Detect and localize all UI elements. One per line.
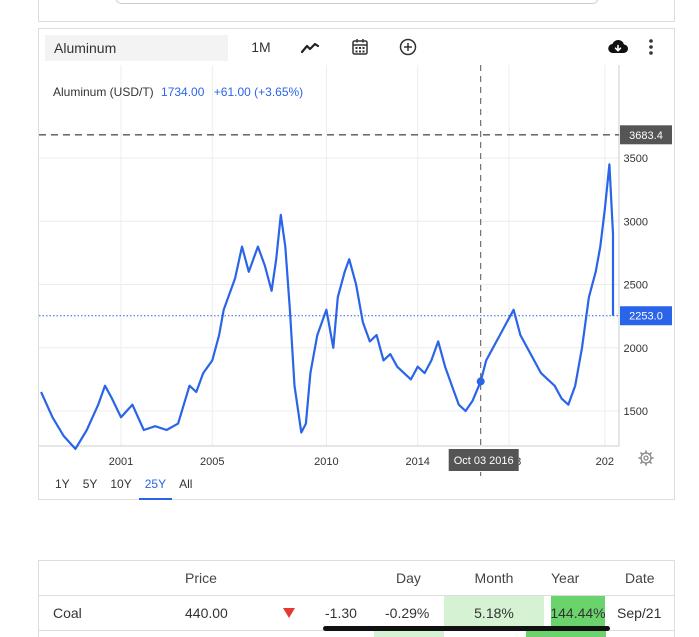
svg-text:Aluminum (USD/T) 1734.: Aluminum (USD/T) 1734.00 +61.00 (+3.65%) <box>53 85 303 99</box>
legend-series-name: Aluminum (USD/T) <box>53 85 154 99</box>
legend-price: 1734.00 <box>161 85 205 99</box>
row-date: Sep/21 <box>617 605 662 621</box>
cloud-download-icon[interactable] <box>605 34 631 60</box>
svg-text:Oct 03 2016: Oct 03 2016 <box>454 455 514 467</box>
range-button-all[interactable]: All <box>179 477 193 491</box>
gear-icon[interactable] <box>638 450 654 466</box>
table-header-row: Price Day Month Year Date <box>39 561 674 596</box>
header-price: Price <box>185 570 217 586</box>
svg-text:2253.0: 2253.0 <box>629 311 663 323</box>
chart-toolbar: 1M <box>39 29 674 65</box>
x-tick-label: 2001 <box>109 456 133 468</box>
legend-change: +61.00 (+3.65%) <box>214 85 303 99</box>
x-tick-label: 202 <box>596 456 614 468</box>
y-tick-label: 2500 <box>624 280 648 292</box>
home-indicator <box>323 626 610 631</box>
y-tick-label: 2000 <box>624 343 648 355</box>
previous-panel-frame <box>38 0 675 22</box>
range-button-10y[interactable]: 10Y <box>110 477 132 491</box>
plus-circle-icon[interactable] <box>395 34 421 60</box>
x-tick-label: 2005 <box>200 456 224 468</box>
header-date: Date <box>625 570 655 586</box>
chart-card: 1M 1500 2000 2500 3000 3500 2001 2005 2010 2014… <box>38 28 675 500</box>
range-selector: 1Y 5Y 10Y 25Y All <box>49 476 199 500</box>
crosshair-point <box>476 377 485 386</box>
crosshair-date-tag: Oct 03 2016 <box>448 449 519 471</box>
x-tick-label: 2010 <box>314 456 338 468</box>
commodities-table: Price Day Month Year Date Coal 440.00 -1… <box>38 560 675 637</box>
row-change: -1.30 <box>325 605 357 621</box>
y-tick-label: 3500 <box>624 153 648 165</box>
search-bar-edge <box>116 0 598 4</box>
y-tick-label: 3000 <box>624 216 648 228</box>
line-chart-icon[interactable] <box>297 34 323 60</box>
range-button-25y[interactable]: 25Y <box>138 476 173 500</box>
next-row-year-cell <box>526 631 606 637</box>
range-button-1y[interactable]: 1Y <box>55 477 70 491</box>
current-price-tag: 2253.0 <box>620 306 672 326</box>
header-name <box>39 561 49 595</box>
x-tick-labels: 20012005201020142018202 <box>109 456 614 468</box>
row-year: 144.44% <box>550 596 606 630</box>
y-tick-label: 1500 <box>624 406 648 418</box>
row-price: 440.00 <box>185 605 228 621</box>
aluminum-price-line <box>40 163 615 450</box>
row-month: 5.18% <box>444 596 544 630</box>
calendar-icon[interactable] <box>347 34 373 60</box>
symbol-input[interactable] <box>45 35 228 61</box>
row-day: -0.29% <box>385 605 430 621</box>
down-arrow-icon <box>282 596 296 630</box>
chart-legend-header: Aluminum (USD/T) 1734.00 +61.00 (+3.65%) <box>53 85 303 99</box>
next-row-month-cell <box>374 631 444 637</box>
svg-text:3683.4: 3683.4 <box>629 130 663 142</box>
header-year: Year <box>551 570 580 586</box>
header-month: Month <box>474 570 514 586</box>
y-tick-labels: 1500 2000 2500 3000 3500 <box>624 153 648 418</box>
chart-grid <box>39 65 619 446</box>
timeframe-button[interactable]: 1M <box>251 39 271 55</box>
header-day: Day <box>396 570 421 586</box>
x-tick-label: 2014 <box>405 456 429 468</box>
row-name[interactable]: Coal <box>53 605 82 621</box>
range-button-5y[interactable]: 5Y <box>82 477 98 491</box>
high-price-tag: 3683.4 <box>620 125 672 145</box>
more-vertical-icon[interactable] <box>639 34 663 60</box>
